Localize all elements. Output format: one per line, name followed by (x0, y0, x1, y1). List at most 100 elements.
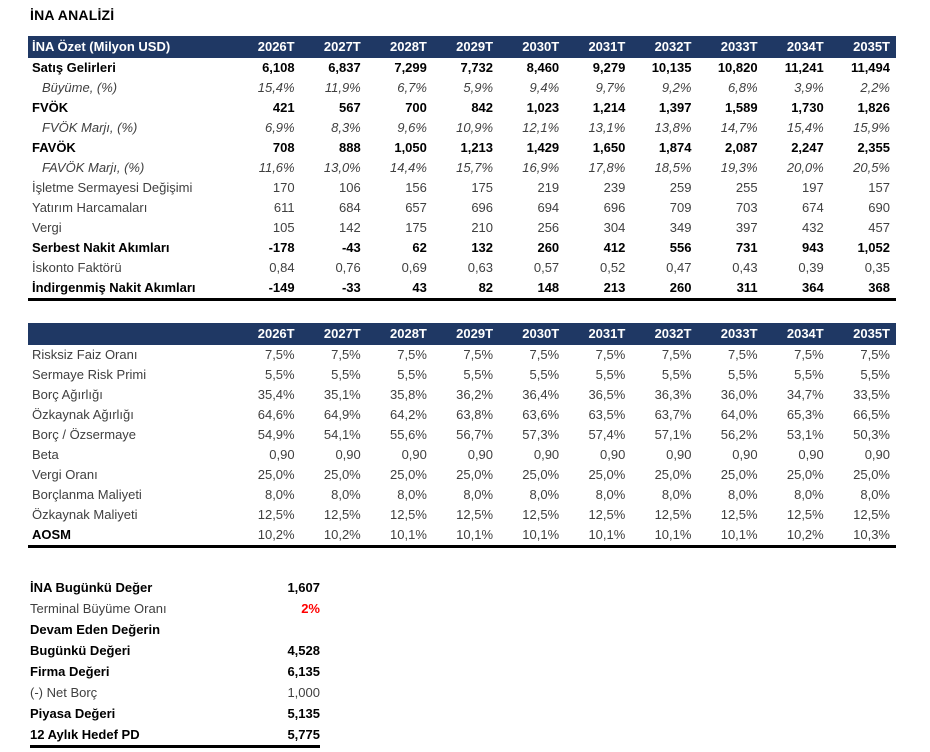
table-row: FVÖK Marjı, (%) 6,9% 8,3% 9,6% 10,9% 12,1% 13,… (28, 118, 896, 138)
cell-value: 15,7% (456, 160, 494, 175)
cell-value: 35,1% (323, 387, 361, 402)
cell-value: 888 (339, 140, 361, 155)
row-label: AOSM (28, 525, 235, 548)
row-label: Serbest Nakit Akımları (32, 240, 170, 255)
summary-value: 1,607 (287, 580, 320, 595)
row-label: Risksiz Faiz Oranı (32, 347, 138, 362)
row-label: İşletme Sermayesi Değişimi (32, 180, 193, 195)
row-label: İndirgenmiş Nakit Akımları (28, 278, 235, 301)
cell-value: 7,732 (460, 60, 494, 75)
year-header: 2031T (565, 323, 632, 345)
cell-value: 412 (603, 240, 626, 255)
cell-value: 10,2% (234, 525, 301, 548)
cell-value: 10,1% (631, 525, 698, 548)
cell-value: 25,0% (323, 467, 361, 482)
year-header: 2034T (763, 36, 830, 58)
cell-value: 0,90 (732, 447, 758, 462)
cell-value: 5,5% (661, 367, 692, 382)
cell-value: 1,397 (658, 100, 692, 115)
cell-value: 10,1% (432, 525, 500, 548)
cell-value: 1,589 (725, 100, 758, 115)
cell-value: 0,90 (666, 447, 692, 462)
cell-value: 7,5% (264, 347, 295, 362)
cell-value: 213 (565, 278, 632, 301)
cell-value: 148 (499, 278, 566, 301)
row-label: FAVÖK (32, 140, 76, 155)
table-row: FAVÖK 708 888 1,050 1,213 1,429 1,650 1,874 2,08… (28, 138, 896, 158)
cell-value: 700 (405, 100, 427, 115)
cell-value: 63,7% (654, 407, 692, 422)
table-row: Özkaynak Maliyeti 12,5% 12,5% 12,5% 12,5% 12,… (28, 505, 896, 525)
cell-value: 2,2% (860, 80, 890, 95)
summary-row: Firma Değeri 6,135 (30, 661, 320, 682)
summary-value: 6,135 (287, 664, 320, 679)
cell-value: 10,1% (697, 525, 764, 548)
cell-value: 35,8% (390, 387, 427, 402)
table-row: Vergi Oranı 25,0% 25,0% 25,0% 25,0% 25,0% 25,0… (28, 465, 896, 485)
cell-value: 9,6% (397, 120, 427, 135)
table-row: Risksiz Faiz Oranı 7,5% 7,5% 7,5% 7,5% 7,5% 7,… (28, 345, 896, 365)
cell-value: 674 (802, 200, 824, 215)
cell-value: 10,135 (651, 60, 692, 75)
year-header: 2029T (432, 323, 500, 345)
cell-value: 556 (669, 240, 692, 255)
cell-value: 260 (631, 278, 698, 301)
cell-value: 25,0% (853, 467, 890, 482)
page-title: İNA ANALİZİ (30, 7, 115, 23)
summary-row: Devam Eden Değerin (30, 619, 320, 640)
cell-value: 0,63 (467, 260, 494, 275)
row-label: Beta (32, 447, 59, 462)
cell-value: 25,0% (390, 467, 427, 482)
year-header: 2035T (829, 36, 896, 58)
cell-value: 10,2% (763, 525, 830, 548)
cell-value: 10,9% (456, 120, 494, 135)
cell-value: 1,214 (592, 100, 626, 115)
cell-value: 421 (272, 100, 295, 115)
cell-value: 35,4% (257, 387, 295, 402)
summary-row: Terminal Büyüme Oranı 2% (30, 598, 320, 619)
cell-value: 5,9% (463, 80, 494, 95)
cell-value: 6,837 (328, 60, 361, 75)
row-label: Yatırım Harcamaları (32, 200, 148, 215)
cell-value: 132 (471, 240, 494, 255)
table-row: İşletme Sermayesi Değişimi 170 106 156 175 21… (28, 178, 896, 198)
cell-value: 12,5% (786, 507, 824, 522)
cell-value: 0,90 (335, 447, 361, 462)
year-header: 2028T (366, 36, 433, 58)
cell-value: 2,355 (857, 140, 890, 155)
table-row: Sermaye Risk Primi 5,5% 5,5% 5,5% 5,5% 5,5% 5,… (28, 365, 896, 385)
cell-value: 0,90 (798, 447, 824, 462)
cell-value: 7,5% (463, 347, 494, 362)
table-row: İskonto Faktörü 0,84 0,76 0,69 0,63 0,57 0,52 0… (28, 258, 896, 278)
cell-value: 175 (405, 220, 427, 235)
cell-value: 8,0% (727, 487, 758, 502)
row-label: Borçlanma Maliyeti (32, 487, 142, 502)
cell-value: 64,0% (720, 407, 758, 422)
cell-value: 5,5% (595, 367, 626, 382)
cell-value: 5,5% (727, 367, 758, 382)
cell-value: 36,0% (720, 387, 758, 402)
summary-value: 5,135 (287, 706, 320, 721)
year-header: 2026T (234, 36, 301, 58)
cell-value: 457 (868, 220, 890, 235)
cell-value: 63,6% (522, 407, 560, 422)
cell-value: 0,52 (600, 260, 626, 275)
cell-value: 0,90 (269, 447, 295, 462)
table-row: Yatırım Harcamaları 611 684 657 696 694 696 709… (28, 198, 896, 218)
cell-value: 106 (339, 180, 361, 195)
table-row: Satış Gelirleri 6,108 6,837 7,299 7,732 8,460… (28, 58, 896, 78)
cell-value: 12,5% (654, 507, 692, 522)
cell-value: 694 (537, 200, 560, 215)
cell-value: 16,9% (522, 160, 560, 175)
cell-value: 657 (405, 200, 427, 215)
cell-value: 0,90 (864, 447, 890, 462)
cell-value: 7,5% (727, 347, 758, 362)
cell-value: 12,5% (257, 507, 295, 522)
cell-value: 17,8% (588, 160, 626, 175)
summary-label: (-) Net Borç (30, 685, 98, 700)
cell-value: 7,5% (595, 347, 626, 362)
cell-value: 18,5% (654, 160, 692, 175)
cell-value: 12,5% (456, 507, 494, 522)
cell-value: 1,050 (394, 140, 427, 155)
cell-value: 13,0% (323, 160, 361, 175)
